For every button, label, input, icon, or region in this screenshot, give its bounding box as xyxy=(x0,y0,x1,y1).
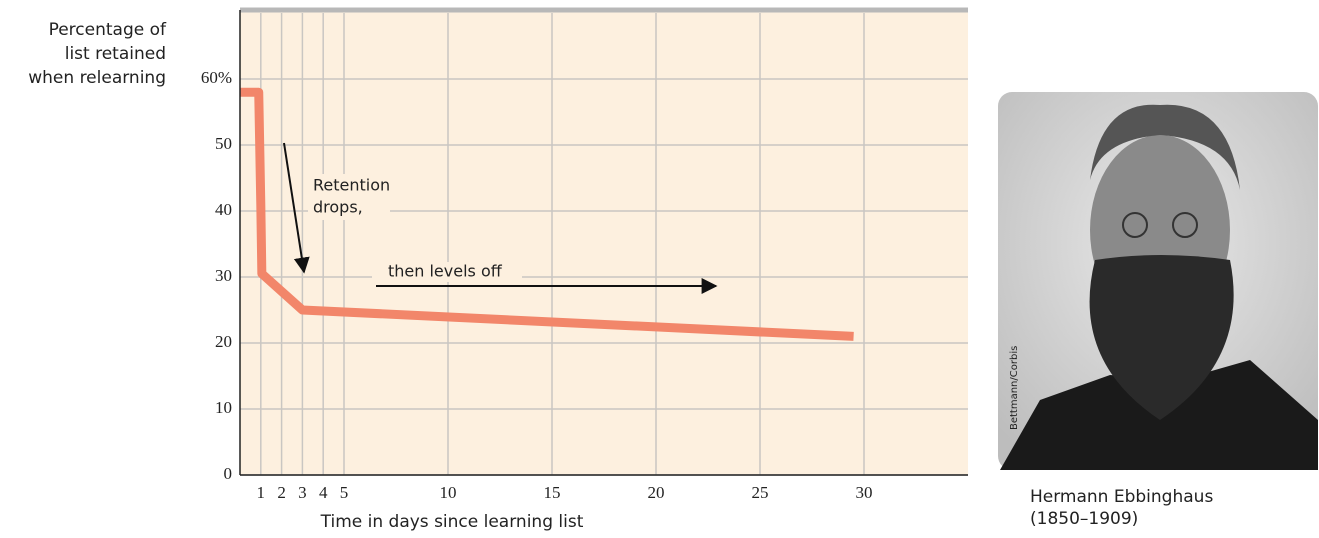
annotation: then levels off xyxy=(388,262,503,281)
x-tick-label: 15 xyxy=(544,483,561,502)
y-tick-label: 20 xyxy=(215,332,232,351)
annotation: drops, xyxy=(313,198,363,217)
y-tick-label: 30 xyxy=(215,266,232,285)
annotation: Retention xyxy=(313,176,390,195)
y-tick-label: 50 xyxy=(215,134,232,153)
y-axis-title: when relearning xyxy=(28,68,166,88)
y-tick-label: 10 xyxy=(215,398,232,417)
x-tick-label: 4 xyxy=(319,483,328,502)
x-tick-label: 5 xyxy=(340,483,349,502)
x-tick-label: 1 xyxy=(257,483,266,502)
photo xyxy=(998,92,1318,470)
x-tick-label: 30 xyxy=(856,483,873,502)
y-tick-label: 40 xyxy=(215,200,232,219)
x-axis-title: Time in days since learning list xyxy=(320,512,584,532)
photo-caption: Hermann Ebbinghaus xyxy=(1030,487,1213,507)
y-tick-label: 0 xyxy=(224,464,233,483)
plot-area xyxy=(240,10,968,475)
y-tick-label: 60% xyxy=(201,68,232,87)
x-tick-label: 25 xyxy=(752,483,769,502)
label-bg xyxy=(308,174,390,220)
arrow xyxy=(283,142,310,274)
x-tick-label: 10 xyxy=(440,483,457,502)
data-line xyxy=(240,87,854,341)
y-axis-title: Percentage of xyxy=(49,20,167,40)
photo-credit: Bettmann/Corbis xyxy=(1009,346,1020,430)
x-tick-label: 3 xyxy=(298,483,307,502)
y-axis-title: list retained xyxy=(65,44,166,64)
x-tick-label: 20 xyxy=(648,483,665,502)
label-bg xyxy=(372,262,522,282)
photo-caption: (1850–1909) xyxy=(1030,509,1138,529)
x-tick-label: 2 xyxy=(277,483,286,502)
